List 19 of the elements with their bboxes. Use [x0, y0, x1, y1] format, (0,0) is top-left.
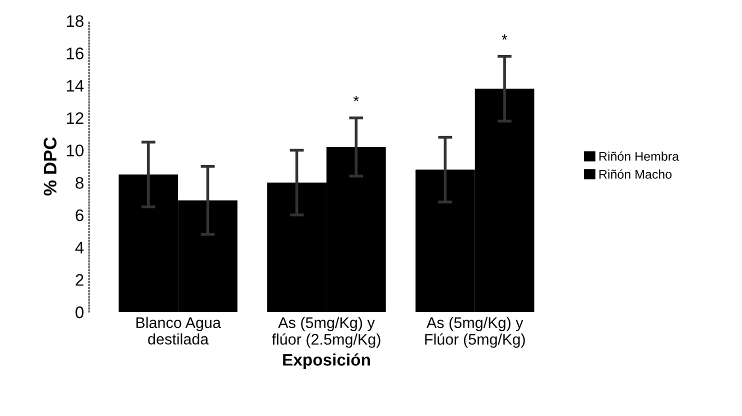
y-axis-title: % DPC [44, 137, 57, 196]
annotation: * [502, 34, 508, 40]
x-tick-label: As (5mg/Kg) y Flúor (5mg/Kg) [425, 316, 525, 348]
y-tick-label: 8 [76, 176, 84, 189]
y-tick-label: 14 [66, 80, 84, 92]
legend-label: Riñón Hembra [599, 151, 680, 161]
legend-label: Riñón Macho [599, 169, 672, 179]
x-tick-label: As (5mg/Kg) y flúor (2.5mg/Kg) [272, 316, 380, 348]
y-tick-label: 18 [66, 15, 84, 28]
y-tick-label: 10 [66, 144, 84, 156]
y-tick-label: 12 [66, 112, 84, 124]
y-tick-label: 0 [76, 306, 84, 318]
y-tick-label: 6 [76, 209, 84, 222]
y-tick-label: 4 [75, 242, 84, 254]
y-tick-label: 2 [76, 274, 84, 286]
annotation: * [353, 96, 359, 102]
x-tick-label: Blanco Agua destilada [136, 316, 221, 345]
x-axis-title: Exposición [283, 353, 370, 370]
y-tick-label: 16 [66, 48, 84, 60]
